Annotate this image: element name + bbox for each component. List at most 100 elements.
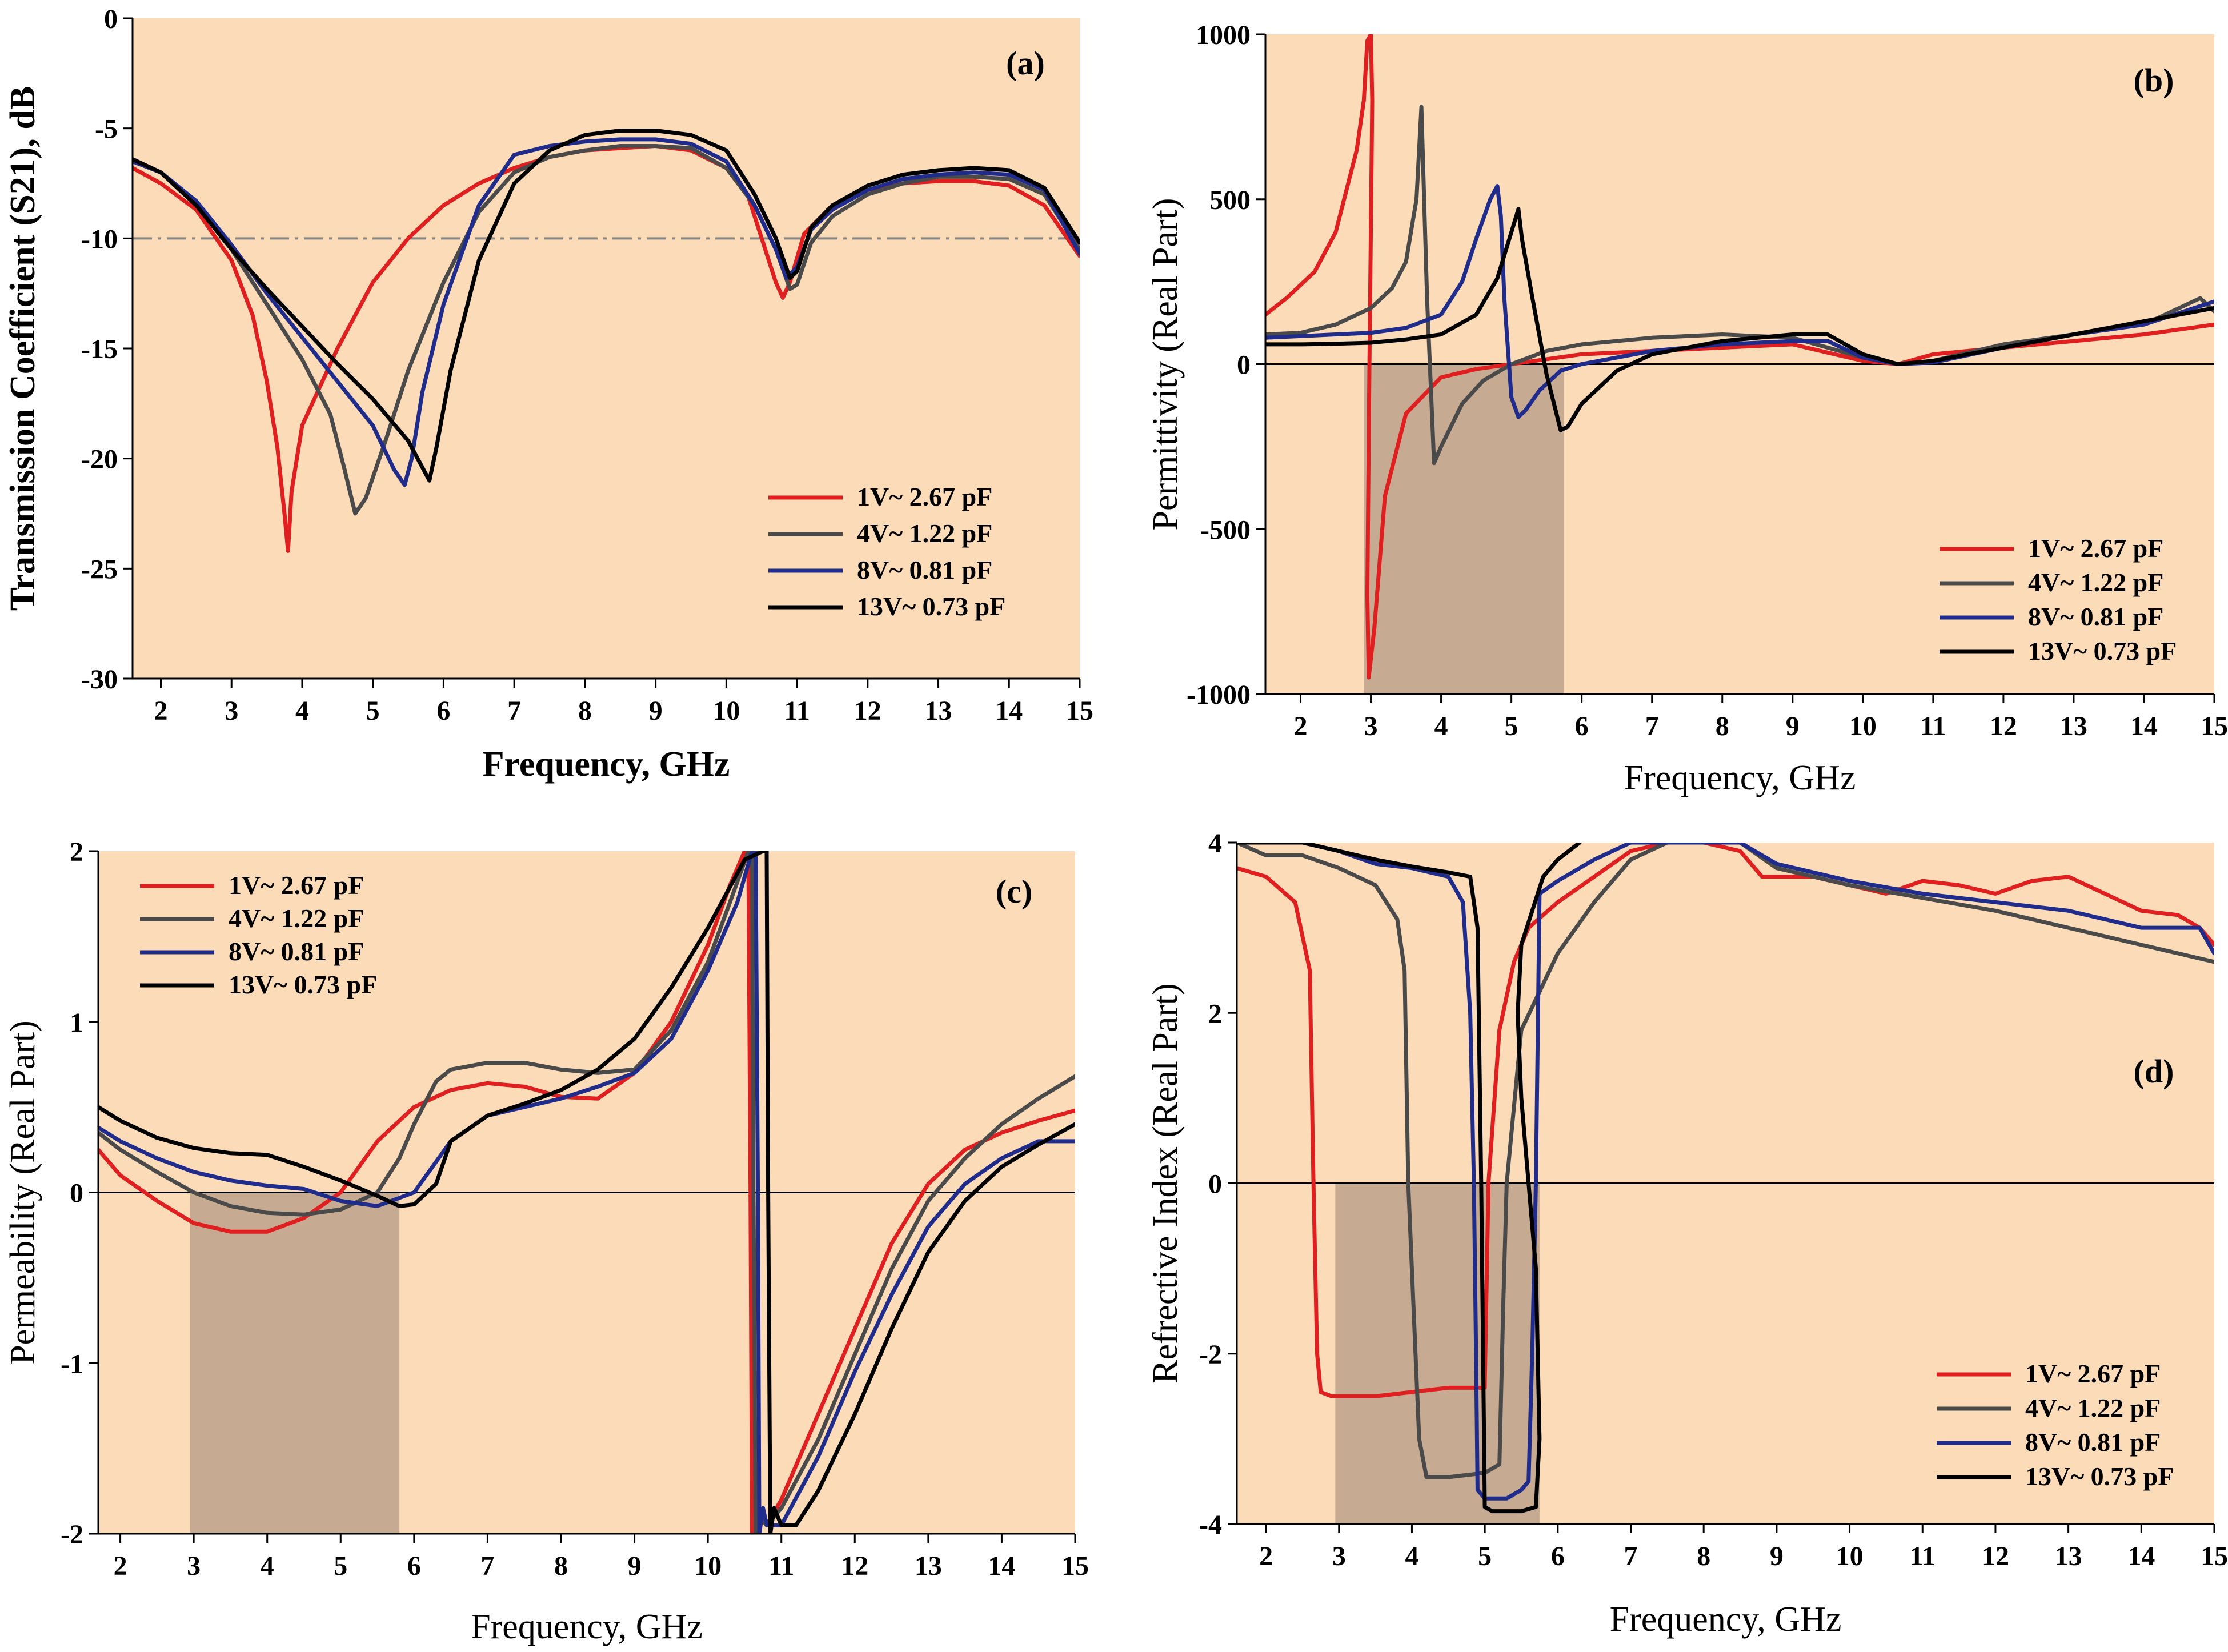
x-tick-label: 8 (554, 1551, 568, 1581)
x-tick-label: 4 (1434, 711, 1448, 741)
legend-entry-label: 8V~ 0.81 pF (229, 937, 364, 966)
legend: 1V~ 2.67 pF 4V~ 1.22 pF 8V~ 0.81 pF 13V~ 0.… (768, 482, 1005, 621)
y-tick-label: -20 (81, 444, 118, 475)
y-tick-label: 0 (104, 4, 118, 34)
x-tick-label: 2 (154, 696, 167, 726)
x-tick-label: 6 (1575, 711, 1589, 741)
y-tick-label: -15 (81, 334, 118, 364)
series-line-8v-0-81-pf (98, 851, 1075, 1534)
x-tick-label: 7 (480, 1551, 494, 1581)
legend-entry-label: 8V~ 0.81 pF (2028, 602, 2163, 631)
x-tick-label: 5 (366, 696, 380, 726)
x-tick-label: 2 (114, 1551, 127, 1581)
series-line-13v-0-73-pf (1265, 207, 2214, 432)
series-line-4v-1-22-pf (1265, 105, 2214, 466)
legend-entry-label: 4V~ 1.22 pF (2025, 1393, 2161, 1422)
legend: 1V~ 2.67 pF 4V~ 1.22 pF 8V~ 0.81 pF 13V~ 0.… (1937, 1359, 2174, 1491)
negative-index-shaded-region (1364, 364, 1564, 694)
y-tick-label: -25 (81, 554, 118, 584)
y-tick-label: -1 (61, 1349, 83, 1379)
x-tick-label: 15 (1066, 696, 1093, 726)
x-axis-label: Frequency, GHz (1624, 759, 1856, 797)
x-tick-label: 5 (334, 1551, 347, 1581)
legend-entry-label: 8V~ 0.81 pF (857, 555, 992, 584)
x-tick-label: 4 (295, 696, 309, 726)
x-tick-label: 15 (1061, 1551, 1089, 1581)
x-tick-label: 4 (1405, 1541, 1418, 1571)
x-tick-label: 5 (1478, 1541, 1492, 1571)
y-tick-label: 0 (70, 1178, 83, 1209)
x-tick-label: 12 (1990, 711, 2017, 741)
x-tick-label: 13 (2055, 1541, 2082, 1571)
x-tick-label: 10 (712, 696, 740, 726)
y-axis-label: Permeability (Real Part) (3, 1020, 42, 1365)
series-line-13v-0-73-pf (133, 129, 1080, 483)
x-tick-label: 6 (436, 696, 450, 726)
legend-entry-label: 13V~ 0.73 pF (857, 592, 1005, 621)
x-tick-label: 14 (988, 1551, 1015, 1581)
y-tick-label: 2 (70, 837, 83, 867)
series-line-4v-1-22-pf (1237, 843, 2214, 1479)
y-tick-label: 500 (1209, 185, 1251, 215)
series-group (1265, 34, 2214, 680)
y-tick-label: 1 (70, 1008, 83, 1038)
x-tick-label: 12 (1982, 1541, 2009, 1571)
series-line-13v-0-73-pf (98, 851, 1075, 1534)
x-axis-label: Frequency, GHz (471, 1607, 703, 1646)
x-tick-label: 11 (1920, 711, 1946, 741)
x-tick-label: 2 (1294, 711, 1308, 741)
y-tick-label: -4 (1199, 1510, 1222, 1540)
series-line-13v-0-73-pf (1237, 843, 1582, 1514)
series-line-4v-1-22-pf (133, 144, 1080, 516)
x-tick-label: 11 (784, 696, 810, 726)
x-tick-label: 3 (1332, 1541, 1346, 1571)
x-tick-label: 12 (854, 696, 881, 726)
y-axis-label: Permittivity (Real Part) (1146, 198, 1185, 530)
x-tick-label: 7 (507, 696, 521, 726)
x-tick-label: 15 (2201, 711, 2228, 741)
x-tick-label: 9 (1770, 1541, 1784, 1571)
x-tick-label: 12 (841, 1551, 868, 1581)
legend-entry-label: 4V~ 1.22 pF (229, 904, 364, 933)
legend-entry-label: 13V~ 0.73 pF (2028, 636, 2177, 665)
series-line-1v-2-67-pf (98, 851, 1075, 1534)
y-tick-label: -2 (1199, 1340, 1222, 1370)
y-tick-label: -5 (95, 114, 118, 145)
x-tick-label: 14 (2130, 711, 2158, 741)
x-tick-label: 2 (1259, 1541, 1273, 1571)
legend-entry-label: 8V~ 0.81 pF (2025, 1428, 2161, 1457)
panel-d-refractive-index: 2 3 4 5 6 7 8 9 10 11 12 13 14 15 4 2 0 -2 -4 Frequency, GH… (1146, 828, 2228, 1639)
y-tick-label: -2 (61, 1519, 83, 1550)
series-group (133, 129, 1080, 553)
y-tick-label: -10 (81, 224, 118, 254)
series-group (98, 851, 1075, 1534)
x-tick-label: 8 (578, 696, 592, 726)
panel-b-permittivity: 2 3 4 5 6 7 8 9 10 11 12 13 14 15 1000 500 0 -500 -1000 Fre… (1146, 20, 2228, 797)
x-tick-label: 9 (1786, 711, 1800, 741)
x-tick-label: 8 (1716, 711, 1729, 741)
legend-entry-label: 1V~ 2.67 pF (857, 482, 992, 511)
x-tick-label: 15 (2201, 1541, 2228, 1571)
series-line-8v-0-81-pf (133, 137, 1080, 487)
x-tick-label: 5 (1505, 711, 1518, 741)
series-line-4v-1-22-pf (98, 851, 1075, 1534)
x-tick-label: 4 (261, 1551, 274, 1581)
x-tick-label: 13 (2060, 711, 2087, 741)
legend-entry-label: 4V~ 1.22 pF (2028, 568, 2163, 597)
legend-entry-label: 1V~ 2.67 pF (2025, 1359, 2161, 1388)
y-tick-label: 0 (1208, 1169, 1222, 1200)
x-tick-label: 8 (1697, 1541, 1710, 1571)
series-group (1237, 843, 2214, 1514)
panel-label: (a) (1006, 45, 1045, 82)
negative-index-shaded-region (1335, 1183, 1540, 1524)
x-tick-label: 10 (694, 1551, 722, 1581)
x-tick-label: 3 (187, 1551, 201, 1581)
x-tick-label: 13 (915, 1551, 942, 1581)
x-tick-label: 10 (1849, 711, 1877, 741)
y-tick-label: 1000 (1196, 20, 1251, 50)
legend-entry-label: 13V~ 0.73 pF (2025, 1462, 2174, 1491)
x-tick-label: 11 (1910, 1541, 1936, 1571)
plot-area (133, 18, 1080, 679)
